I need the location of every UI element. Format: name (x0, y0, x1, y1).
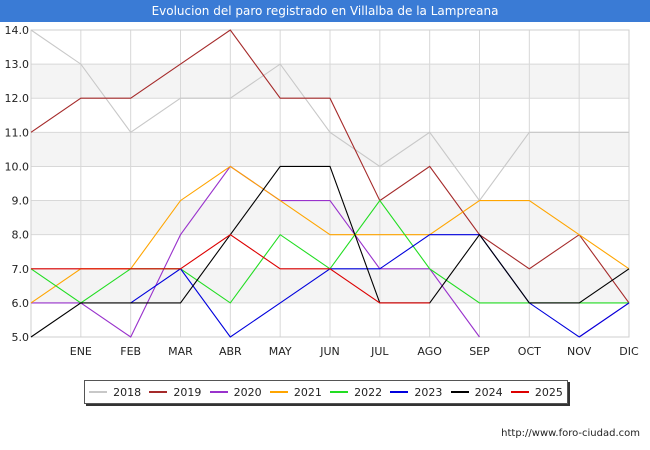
legend-swatch (510, 391, 529, 393)
legend-item-2022: 2022 (330, 386, 382, 399)
chart-title: Evolucion del paro registrado en Villalb… (0, 0, 650, 22)
y-tick-label: 12.0 (5, 92, 30, 105)
y-tick-label: 14.0 (5, 24, 30, 37)
x-tick-label: ENE (70, 345, 92, 358)
legend-item-2023: 2023 (390, 386, 442, 399)
series-line-2023 (130, 234, 630, 338)
legend-item-2020: 2020 (209, 385, 262, 399)
legend-swatch (450, 391, 469, 393)
legend-swatch (330, 391, 349, 393)
x-tick-label: JUN (319, 345, 340, 358)
legend-item-2024: 2024 (450, 385, 503, 399)
x-tick-label: AGO (417, 345, 442, 358)
legend-label: 2022 (354, 385, 383, 399)
x-tick-label: JUL (370, 345, 389, 358)
legend-label: 2025 (534, 385, 563, 399)
series-line-2018 (30, 29, 629, 202)
x-tick-label: NOV (567, 345, 592, 358)
source-url: http://www.foro-ciudad.com (501, 428, 640, 439)
legend-item-2019: 2019 (149, 386, 201, 399)
series-line-2024 (30, 165, 630, 338)
legend-swatch (209, 391, 228, 393)
legend-item-2021: 2021 (269, 385, 322, 399)
y-tick-label: 7.0 (12, 263, 30, 276)
x-tick-label: ABR (219, 345, 242, 358)
y-tick-label: 11.0 (5, 126, 30, 139)
plot-frame (30, 29, 630, 338)
legend-label: 2024 (474, 385, 503, 399)
x-tick-label: DIC (619, 345, 639, 358)
y-tick-label: 9.0 (12, 195, 30, 208)
y-tick-label: 13.0 (5, 58, 30, 71)
legend-item-2025: 2025 (510, 385, 563, 399)
legend-swatch (89, 391, 108, 393)
y-tick-label: 5.0 (12, 331, 30, 344)
x-tick-label: SEP (469, 345, 490, 358)
y-tick-label: 10.0 (5, 160, 30, 173)
legend-swatch (390, 391, 409, 393)
y-tick-label: 8.0 (12, 229, 30, 242)
legend-label: 2019 (173, 385, 202, 399)
legend-swatch (149, 391, 168, 393)
legend-label: 2023 (414, 385, 443, 399)
x-tick-label: FEB (120, 345, 141, 358)
series-line-2025 (31, 234, 430, 304)
series-line-2019 (30, 29, 630, 304)
chart-legend: 2018 2019 2020 2021 2022 2023 2024 2025 (84, 380, 568, 404)
legend-label: 2021 (293, 385, 322, 399)
y-tick-label: 6.0 (12, 297, 30, 310)
legend-item-2018: 2018 (89, 386, 141, 399)
legend-label: 2018 (113, 385, 142, 399)
x-tick-label: MAY (269, 345, 292, 358)
legend-swatch (269, 391, 288, 393)
legend-label: 2020 (233, 385, 262, 399)
x-tick-label: OCT (518, 345, 541, 358)
x-tick-label: MAR (168, 345, 193, 358)
